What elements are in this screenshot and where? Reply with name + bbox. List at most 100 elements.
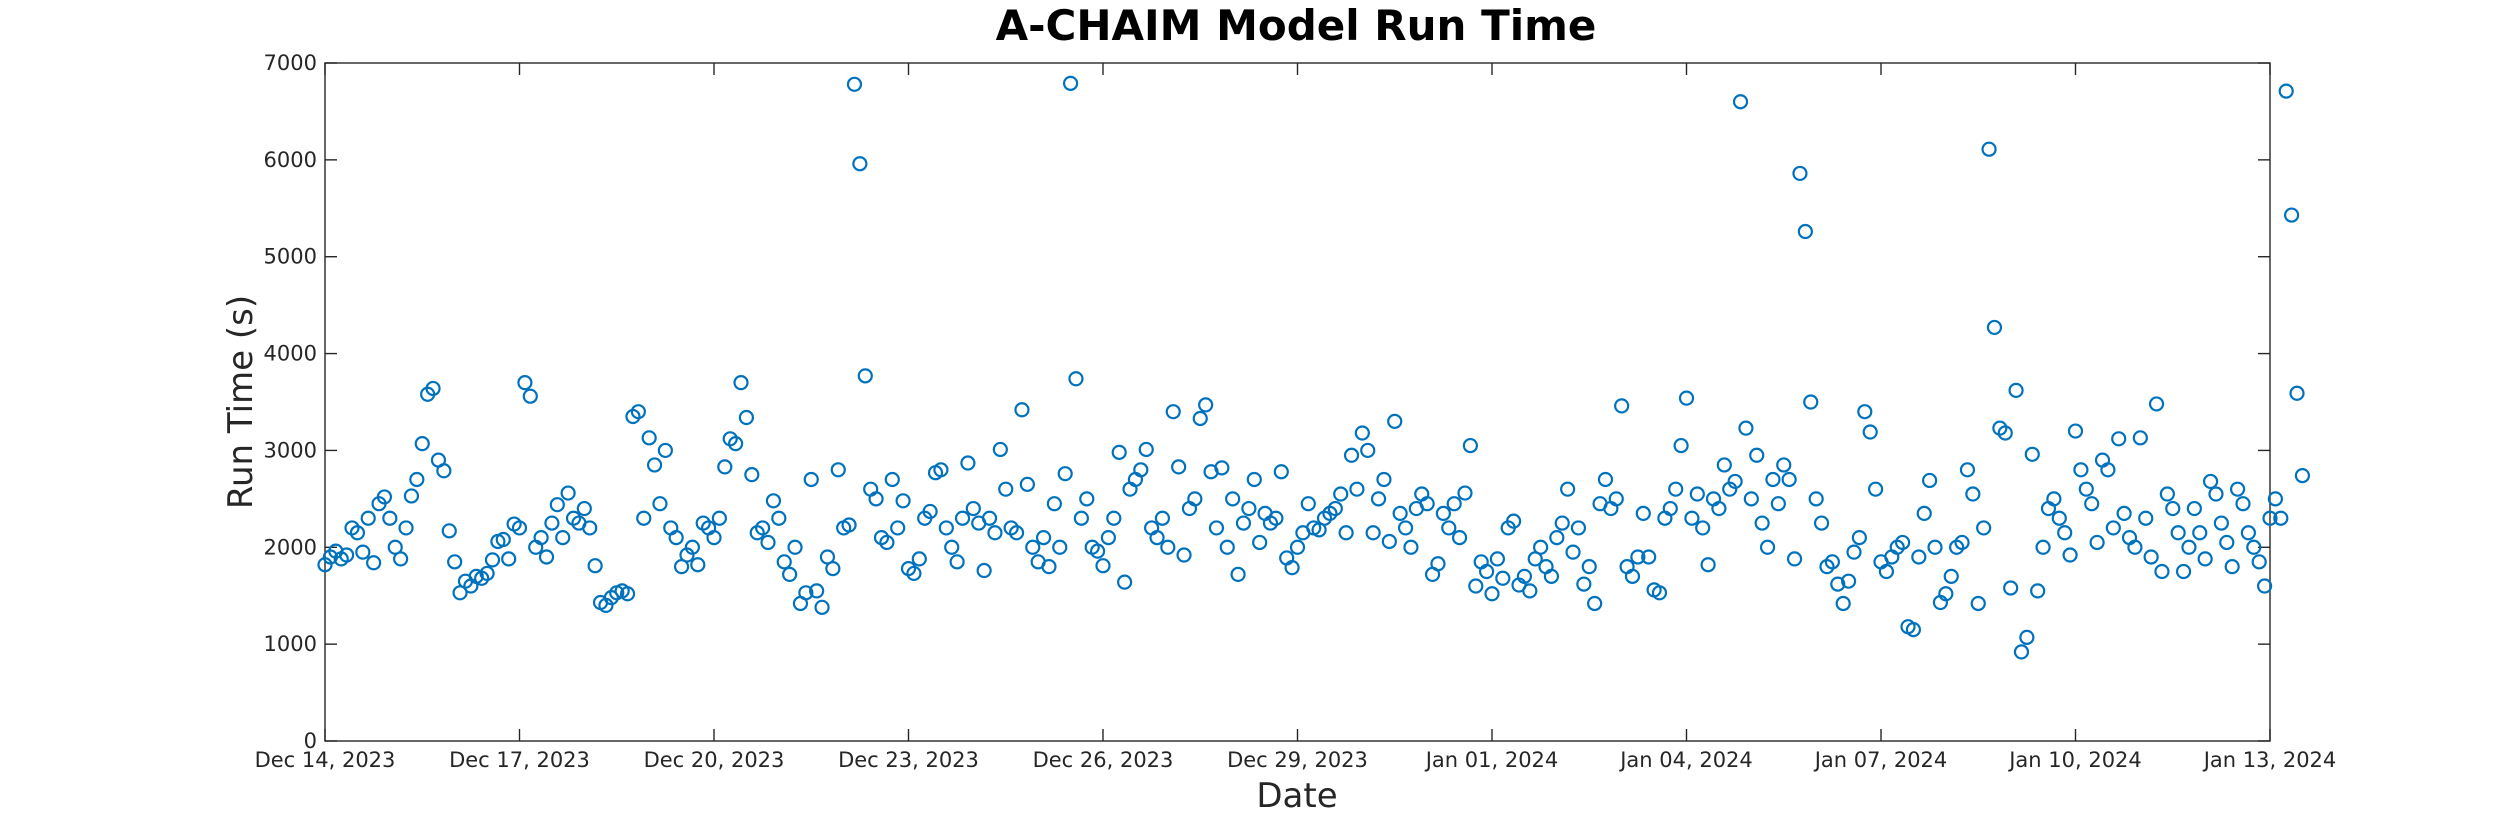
data-point: [576, 500, 592, 517]
data-point: [1192, 410, 1208, 427]
data-point: [1376, 471, 1392, 488]
x-tick-label: Dec 14, 2023: [255, 748, 396, 772]
data-point: [825, 560, 841, 577]
data-point: [2003, 580, 2019, 596]
data-point: [1138, 441, 1154, 458]
data-point: [1068, 371, 1084, 387]
data-point: [1878, 563, 1895, 580]
data-point: [1711, 500, 1727, 517]
data-point: [1840, 573, 1857, 589]
data-point: [1300, 496, 1316, 512]
data-point: [1489, 551, 1506, 567]
y-tick-label: 4000: [264, 342, 317, 366]
data-point: [1100, 529, 1117, 546]
data-point: [1381, 533, 1397, 550]
data-point: [1111, 444, 1127, 460]
data-point: [1495, 570, 1511, 586]
data-point: [1327, 500, 1343, 517]
data-point: [1241, 500, 1257, 517]
data-point: [1095, 558, 1111, 574]
x-tick-label: Dec 20, 2023: [644, 748, 785, 772]
data-point: [841, 517, 857, 533]
data-point: [511, 520, 528, 536]
data-point: [1673, 437, 1689, 454]
data-point: [1867, 481, 1884, 497]
data-point: [484, 552, 501, 568]
y-tick-label: 6000: [264, 148, 317, 172]
data-point: [776, 554, 792, 570]
data-point: [1062, 75, 1079, 91]
data-point: [1738, 420, 1754, 436]
data-point: [2154, 563, 2170, 580]
data-point: [1014, 402, 1030, 418]
data-point: [1468, 578, 1484, 594]
data-point: [1581, 559, 1597, 575]
data-point: [2208, 486, 2224, 502]
data-point: [652, 496, 668, 512]
data-point: [755, 520, 771, 536]
data-point: [922, 503, 938, 520]
data-point: [1187, 491, 1203, 507]
data-point: [1857, 404, 1873, 420]
data-point: [1803, 394, 1819, 410]
data-point: [1824, 554, 1840, 570]
data-point: [857, 368, 873, 384]
data-point: [425, 380, 441, 397]
data-point: [1533, 539, 1549, 555]
data-point: [1835, 595, 1851, 612]
data-point: [1008, 525, 1025, 541]
data-point: [706, 529, 722, 546]
data-point: [1792, 165, 1808, 182]
y-tick-label: 0: [304, 729, 317, 753]
y-tick-label: 2000: [264, 535, 317, 559]
data-point: [1997, 425, 2013, 441]
data-point: [744, 467, 760, 483]
data-point: [1430, 556, 1446, 572]
chart-title: A-CHAIM Model Run Time: [996, 1, 1597, 50]
data-point: [684, 539, 700, 555]
data-point: [760, 534, 776, 551]
data-point: [879, 534, 895, 551]
data-point: [933, 462, 949, 478]
data-point: [630, 404, 646, 420]
data-point: [1743, 491, 1759, 507]
data-point: [403, 488, 420, 504]
data-point: [782, 566, 798, 583]
data-point: [1478, 563, 1495, 580]
data-point: [1089, 543, 1106, 559]
data-point: [895, 493, 911, 509]
data-point: [1938, 586, 1954, 602]
data-point: [1916, 505, 1932, 521]
data-point: [711, 510, 728, 526]
data-point: [2192, 525, 2208, 541]
data-point: [998, 481, 1014, 497]
data-point: [954, 510, 971, 526]
data-point: [1349, 481, 1365, 497]
data-point: [2229, 481, 2246, 497]
data-point: [376, 489, 393, 505]
data-point: [2246, 539, 2262, 555]
data-point: [1965, 486, 1981, 502]
data-point: [1754, 515, 1770, 531]
data-point: [641, 430, 657, 446]
data-point: [1133, 462, 1149, 478]
data-point: [2186, 500, 2202, 517]
data-point: [1333, 486, 1349, 502]
data-point: [2138, 510, 2154, 526]
data-point: [1354, 425, 1370, 441]
x-tick-label: Jan 10, 2024: [2007, 748, 2142, 772]
data-point: [2057, 525, 2073, 541]
data-point: [382, 510, 398, 526]
data-point: [1273, 464, 1289, 480]
data-point: [668, 529, 684, 546]
y-axis-label: Run Time (s): [221, 295, 261, 509]
data-point: [981, 510, 998, 526]
data-point: [1451, 529, 1468, 546]
data-point: [1641, 549, 1657, 565]
data-point: [1225, 491, 1241, 507]
data-point: [479, 565, 495, 582]
data-point: [1716, 457, 1732, 473]
data-point: [1457, 485, 1473, 501]
data-point: [2084, 496, 2100, 512]
